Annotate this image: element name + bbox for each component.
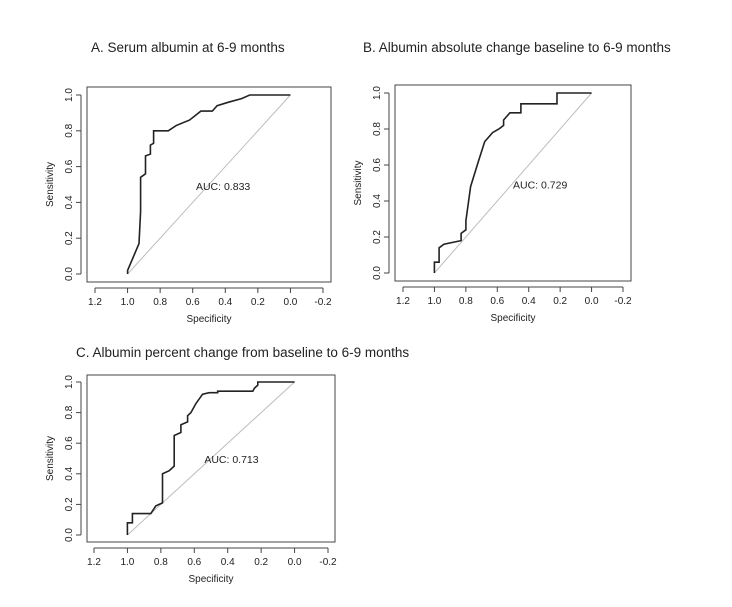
roc-chart-c: 1.2 1.0 0.8 0.6 0.4 0.2 0.0 -0.2 0.0 0.2 0.4 0.6 0.8… xyxy=(45,374,337,585)
x-tick-label: 0.6 xyxy=(186,297,200,308)
y-tick-label: 0.6 xyxy=(64,159,75,173)
y-tick-label: 0.0 xyxy=(64,267,75,281)
roc-curve xyxy=(433,92,592,273)
y-tick-label: 0.0 xyxy=(372,266,383,280)
y-tick-label: 0.8 xyxy=(372,122,383,136)
x-tick-label: 0.2 xyxy=(553,296,567,307)
chart-b-title: B. Albumin absolute change baseline to 6… xyxy=(363,40,671,55)
x-tick-label: 0.4 xyxy=(221,557,235,568)
x-tick-label: -0.2 xyxy=(314,297,332,308)
y-axis-label: Sensitivity xyxy=(45,436,56,481)
reference-diagonal xyxy=(434,92,592,274)
x-tick-label: 0.6 xyxy=(490,296,504,307)
x-axis-label: Specificity xyxy=(188,574,233,585)
y-tick-label: 0.8 xyxy=(64,123,75,137)
y-tick-label: 0.4 xyxy=(372,194,383,208)
x-tick-label: 1.0 xyxy=(120,557,134,568)
y-tick-label: 1.0 xyxy=(64,88,75,102)
y-axis-label: Sensitivity xyxy=(353,160,364,205)
x-tick-label: 0.0 xyxy=(585,296,599,307)
x-tick-label: 0.8 xyxy=(459,296,473,307)
y-tick-label: 0.4 xyxy=(64,195,75,209)
y-tick-label: 0.2 xyxy=(64,231,75,245)
y-tick-label: 0.2 xyxy=(372,230,383,244)
y-tick-label: 1.0 xyxy=(64,375,75,389)
x-tick-label: 0.0 xyxy=(283,297,297,308)
roc-chart-a: 1.2 1.0 0.8 0.6 0.4 0.2 0.0 -0.2 0.0 0.2 0.4 0.6 0.8… xyxy=(45,86,332,325)
y-tick-label: 0.0 xyxy=(64,528,75,542)
x-tick-label: 1.0 xyxy=(121,297,135,308)
roc-curve xyxy=(126,381,295,535)
roc-chart-b: 1.2 1.0 0.8 0.6 0.4 0.2 0.0 -0.2 0.0 0.2 0.4 0.6 0.8… xyxy=(353,84,632,324)
x-axis-label: Specificity xyxy=(186,314,231,325)
x-tick-label: 1.2 xyxy=(396,296,410,307)
auc-annotation: AUC: 0.729 xyxy=(513,179,567,191)
x-tick-label: 1.2 xyxy=(87,557,101,568)
chart-a-title: A. Serum albumin at 6-9 months xyxy=(91,40,285,55)
x-tick-label: 0.2 xyxy=(251,297,265,308)
x-tick-label: 0.4 xyxy=(218,297,232,308)
chart-c-title: C. Albumin percent change from baseline … xyxy=(76,345,410,360)
x-tick-label: 0.0 xyxy=(288,557,302,568)
plot-frame xyxy=(394,84,632,282)
auc-annotation: AUC: 0.833 xyxy=(196,181,250,193)
x-tick-label: 0.8 xyxy=(154,557,168,568)
y-tick-label: 0.8 xyxy=(64,405,75,419)
plot-frame xyxy=(86,374,336,543)
x-tick-label: 1.0 xyxy=(427,296,441,307)
y-tick-label: 1.0 xyxy=(372,86,383,100)
y-tick-label: 0.4 xyxy=(64,466,75,480)
auc-annotation: AUC: 0.713 xyxy=(204,454,258,466)
reference-diagonal xyxy=(127,381,295,536)
x-tick-label: 0.2 xyxy=(254,557,268,568)
y-axis-label: Sensitivity xyxy=(45,162,56,207)
x-tick-label: -0.2 xyxy=(614,296,632,307)
x-tick-label: 0.6 xyxy=(187,557,201,568)
x-tick-label: 0.8 xyxy=(153,297,167,308)
x-axis-label: Specificity xyxy=(490,313,535,324)
x-tick-label: 0.4 xyxy=(522,296,536,307)
x-tick-label: 1.2 xyxy=(88,297,102,308)
y-tick-label: 0.6 xyxy=(64,436,75,450)
y-tick-label: 0.2 xyxy=(64,497,75,511)
roc-curve xyxy=(126,94,291,274)
y-tick-label: 0.6 xyxy=(372,158,383,172)
reference-diagonal xyxy=(127,94,291,275)
x-tick-label: -0.2 xyxy=(319,557,337,568)
plot-frame xyxy=(86,86,332,283)
